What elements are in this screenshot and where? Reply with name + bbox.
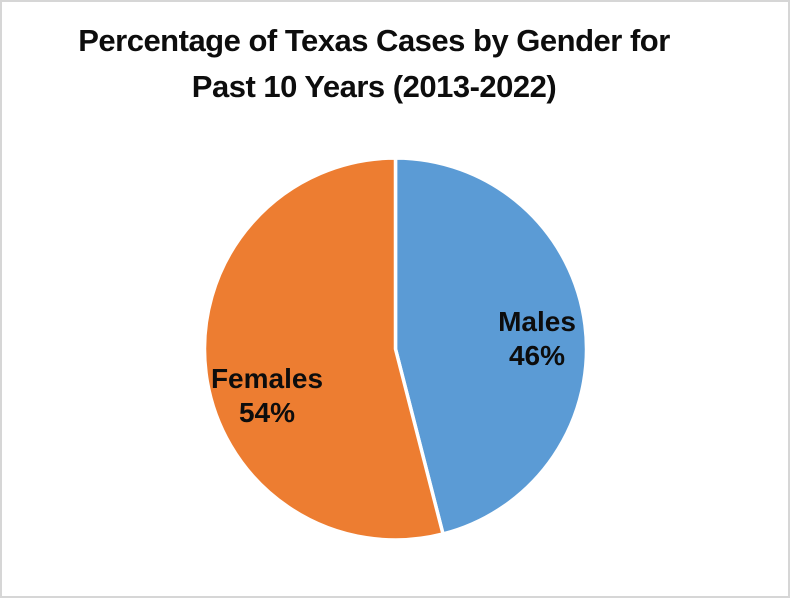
chart-title-line-1: Percentage of Texas Cases by Gender for xyxy=(78,23,670,58)
pie-slice-males xyxy=(393,156,589,536)
pie-slice-females xyxy=(202,156,445,542)
chart-title-line-2: Past 10 Years (2013-2022) xyxy=(191,69,557,104)
chart-title: Percentage of Texas Cases by Gender for … xyxy=(2,18,746,110)
